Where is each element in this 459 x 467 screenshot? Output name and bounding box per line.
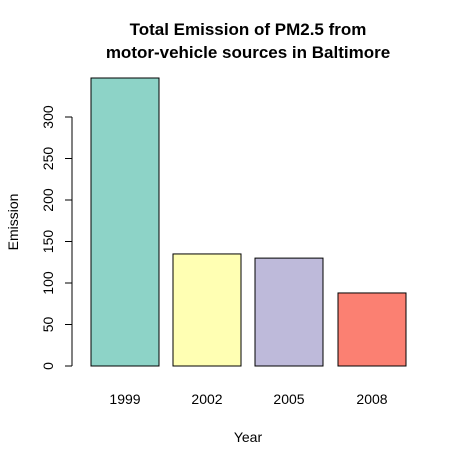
chart-title-line-1: Total Emission of PM2.5 from [130,20,367,39]
chart-title-line-2: motor-vehicle sources in Baltimore [106,43,390,62]
y-tick-label-150: 150 [40,230,56,254]
bar-2005 [254,257,324,367]
y-axis-label: Emission [5,194,21,251]
y-tick-label-300: 300 [40,105,56,129]
y-tick-label-100: 100 [40,271,56,295]
y-tick-label-0: 0 [40,362,56,370]
y-tick-label-250: 250 [40,147,56,171]
y-tick-label-50: 50 [40,317,56,333]
plot-area: 1999 2002 2005 2008 0 50 100 150 200 250 300 [40,77,407,407]
x-axis-label: Year [234,429,263,445]
x-tick-label-1999: 1999 [109,391,140,407]
bar-2008 [337,292,407,367]
bar-1999 [90,77,160,367]
y-tick-label-200: 200 [40,188,56,212]
x-tick-label-2008: 2008 [356,391,387,407]
x-tick-label-2002: 2002 [191,391,222,407]
bar-2002 [172,253,242,367]
x-tick-label-2005: 2005 [273,391,304,407]
